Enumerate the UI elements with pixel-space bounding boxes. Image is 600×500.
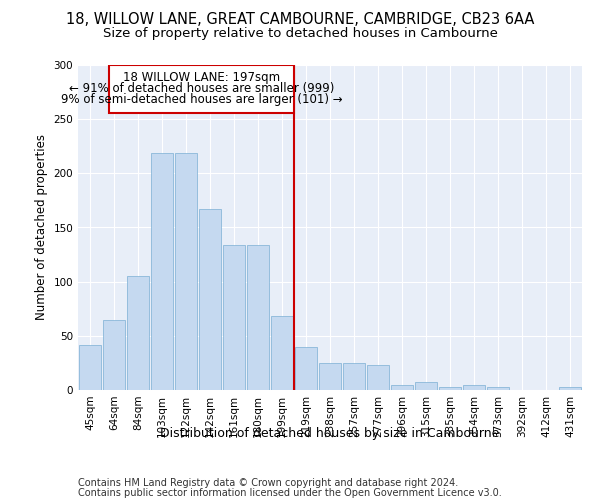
Text: 18, WILLOW LANE, GREAT CAMBOURNE, CAMBRIDGE, CB23 6AA: 18, WILLOW LANE, GREAT CAMBOURNE, CAMBRI… [66, 12, 534, 28]
Text: Contains public sector information licensed under the Open Government Licence v3: Contains public sector information licen… [78, 488, 502, 498]
Text: Contains HM Land Registry data © Crown copyright and database right 2024.: Contains HM Land Registry data © Crown c… [78, 478, 458, 488]
Y-axis label: Number of detached properties: Number of detached properties [35, 134, 48, 320]
FancyBboxPatch shape [109, 65, 294, 112]
Bar [439, 387, 461, 390]
Bar [223, 245, 245, 390]
Bar [151, 153, 173, 390]
Bar [271, 316, 293, 390]
Bar [127, 276, 149, 390]
Text: Distribution of detached houses by size in Cambourne: Distribution of detached houses by size … [160, 428, 500, 440]
Bar [319, 363, 341, 390]
Text: 18 WILLOW LANE: 197sqm: 18 WILLOW LANE: 197sqm [123, 72, 280, 85]
Bar [295, 346, 317, 390]
Bar [559, 387, 581, 390]
Bar [79, 344, 101, 390]
Bar [103, 320, 125, 390]
Text: Size of property relative to detached houses in Cambourne: Size of property relative to detached ho… [103, 28, 497, 40]
Bar [487, 387, 509, 390]
Text: ← 91% of detached houses are smaller (999): ← 91% of detached houses are smaller (99… [69, 82, 334, 96]
Bar [175, 153, 197, 390]
Bar [343, 363, 365, 390]
Bar [199, 209, 221, 390]
Bar [391, 384, 413, 390]
Bar [247, 245, 269, 390]
Bar [463, 384, 485, 390]
Bar [367, 365, 389, 390]
Bar [415, 382, 437, 390]
Text: 9% of semi-detached houses are larger (101) →: 9% of semi-detached houses are larger (1… [61, 93, 343, 106]
